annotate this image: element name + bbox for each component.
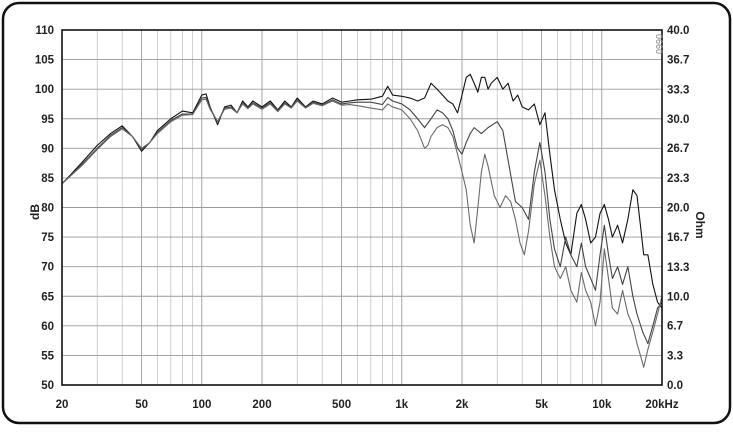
y-left-tick-labels: 110 105 100 95 90 85 80 75 70 65 60 55 50 bbox=[35, 25, 55, 392]
x-tick-label: 50 bbox=[135, 399, 148, 411]
y-right-tick-label: 3.3 bbox=[667, 351, 683, 363]
y-right-tick-label: 33.3 bbox=[667, 84, 689, 96]
y-right-tick-label: 20.0 bbox=[667, 203, 689, 215]
y-left-tick-label: 95 bbox=[41, 114, 54, 126]
x-tick-label: 100 bbox=[192, 399, 211, 411]
grid bbox=[61, 29, 663, 386]
x-tick-label: 20 bbox=[56, 399, 69, 411]
x-tick-label: 1k bbox=[395, 399, 408, 411]
y-left-tick-label: 90 bbox=[41, 143, 54, 155]
y-right-tick-label: 13.3 bbox=[667, 262, 689, 274]
y-right-tick-label: 0.0 bbox=[667, 380, 683, 392]
y-right-tick-labels: 40.0 36.7 33.3 30.0 26.7 23.3 20.0 16.7 13.3 10.0… bbox=[667, 25, 689, 392]
y-right-tick-label: 23.3 bbox=[667, 173, 689, 185]
y-right-tick-label: 40.0 bbox=[667, 25, 689, 37]
y-right-tick-label: 30.0 bbox=[667, 114, 689, 126]
x-tick-label: 20kHz bbox=[645, 399, 678, 411]
y-left-tick-label: 60 bbox=[41, 321, 54, 333]
y-left-tick-label: 80 bbox=[41, 203, 54, 215]
x-tick-labels: 20 50 100 200 500 1k 2k 5k 10k 20kHz bbox=[56, 399, 679, 411]
series-line-1 bbox=[61, 73, 663, 309]
corner-annotation: 0660 bbox=[654, 34, 664, 54]
y-right-tick-label: 16.7 bbox=[667, 232, 689, 244]
series-line-3 bbox=[61, 98, 663, 368]
chart-frame bbox=[1, 1, 732, 425]
y-right-tick-label: 26.7 bbox=[667, 143, 689, 155]
y-left-tick-label: 85 bbox=[41, 173, 54, 185]
y-left-tick-label: 65 bbox=[41, 291, 54, 303]
y-left-tick-label: 105 bbox=[35, 55, 55, 67]
y-left-tick-label: 100 bbox=[35, 84, 54, 96]
y-left-tick-label: 75 bbox=[41, 232, 54, 244]
plot-area-border bbox=[61, 29, 663, 386]
y-left-tick-label: 70 bbox=[41, 262, 54, 274]
series-group bbox=[61, 73, 663, 368]
y-left-tick-label: 55 bbox=[41, 350, 54, 362]
y-right-tick-label: 36.7 bbox=[667, 54, 689, 66]
y-right-axis-label: Ohm bbox=[693, 211, 707, 238]
y-left-axis-label: dB bbox=[28, 204, 42, 220]
y-left-tick-label: 110 bbox=[35, 25, 54, 37]
x-tick-label: 2k bbox=[456, 399, 469, 411]
x-tick-label: 5k bbox=[535, 399, 548, 411]
x-tick-label: 200 bbox=[252, 399, 271, 411]
y-right-tick-label: 10.0 bbox=[667, 291, 689, 303]
y-left-tick-label: 50 bbox=[41, 380, 54, 392]
y-right-tick-label: 6.7 bbox=[667, 321, 683, 333]
x-tick-label: 500 bbox=[332, 399, 351, 411]
x-tick-label: 10k bbox=[592, 399, 612, 411]
